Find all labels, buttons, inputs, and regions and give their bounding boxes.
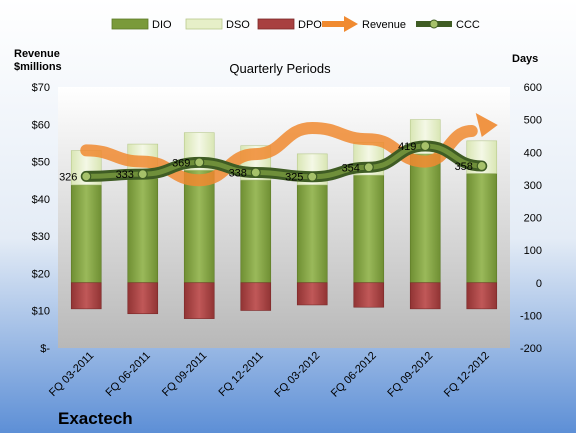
ccc-data-label: 333 xyxy=(116,169,134,181)
ccc-point xyxy=(137,169,148,180)
dpo-bar xyxy=(466,282,498,310)
dio-bar xyxy=(240,179,272,284)
left-tick-label: $20 xyxy=(32,268,50,280)
ccc-data-label: 358 xyxy=(455,161,473,173)
revenue-layer xyxy=(80,113,498,187)
legend-swatch-revenue-head xyxy=(344,16,358,32)
dio-bar xyxy=(183,169,215,284)
ccc-data-label: 354 xyxy=(342,162,360,174)
ccc-data-label: 419 xyxy=(398,141,416,153)
ccc-data-label: 369 xyxy=(172,157,190,169)
legend-swatch-dio xyxy=(111,18,149,30)
dpo-bar xyxy=(409,282,441,310)
dpo-bar xyxy=(296,282,328,306)
right-tick-label: -200 xyxy=(520,343,542,355)
right-tick-label: 0 xyxy=(536,278,542,290)
ccc-point xyxy=(363,162,374,173)
legend-label-dpo: DPO xyxy=(298,19,322,31)
left-tick-label: $- xyxy=(40,343,50,355)
left-tick-label: $60 xyxy=(32,119,50,131)
dpo-bar xyxy=(70,282,102,310)
right-tick-label: 200 xyxy=(524,213,542,225)
left-tick-label: $40 xyxy=(32,194,50,206)
dio-bar xyxy=(466,173,498,284)
ccc-point xyxy=(250,167,261,178)
left-tick-label: $70 xyxy=(32,82,50,94)
dio-bar xyxy=(353,174,385,284)
legend-label-dio: DIO xyxy=(152,19,172,31)
right-tick-label: 300 xyxy=(524,180,542,192)
chart-title: Quarterly Periods xyxy=(229,61,331,76)
right-tick-label: 600 xyxy=(524,82,542,94)
right-tick-label: -100 xyxy=(520,310,542,322)
ccc-point xyxy=(194,157,205,168)
right-tick-label: 100 xyxy=(524,245,542,257)
company-name: Exactech xyxy=(58,409,133,428)
legend-swatch-dso xyxy=(185,18,223,30)
dpo-bar xyxy=(240,282,272,311)
right-axis: -200 -100 0 100 200 300 400 500 600 xyxy=(520,82,542,355)
legend-swatch-ccc-marker xyxy=(429,19,439,29)
dio-bar xyxy=(296,184,328,284)
legend: DIO DSO DPO Revenue CCC xyxy=(111,16,480,32)
left-axis: $- $10 $20 $30 $40 $50 $60 $70 xyxy=(32,82,51,355)
left-tick-label: $30 xyxy=(32,231,50,243)
revenue-arrowhead xyxy=(475,113,498,138)
right-tick-label: 500 xyxy=(524,115,542,127)
dio-bar xyxy=(409,153,441,284)
legend-label-ccc: CCC xyxy=(456,19,480,31)
ccc-layer: 326 333 369 338 325 354 419 358 xyxy=(59,140,488,184)
dpo-bar xyxy=(183,282,215,319)
right-axis-title: Days xyxy=(512,53,538,65)
ccc-point xyxy=(420,140,431,152)
plot-area xyxy=(58,87,510,348)
legend-label-revenue: Revenue xyxy=(362,19,406,31)
ccc-data-label: 338 xyxy=(229,167,247,179)
dio-bar xyxy=(70,184,102,284)
ccc-data-label: 326 xyxy=(59,171,77,183)
left-axis-title-line1: Revenue xyxy=(14,48,60,60)
ccc-point xyxy=(307,171,318,182)
left-tick-label: $10 xyxy=(32,306,50,318)
ccc-point xyxy=(81,171,92,182)
right-tick-label: 400 xyxy=(524,147,542,159)
left-axis-title-line2: $millions xyxy=(14,61,62,73)
legend-swatch-dpo xyxy=(257,18,295,30)
ccc-point xyxy=(476,160,487,172)
dpo-bar xyxy=(127,282,159,315)
revenue-line xyxy=(80,122,478,187)
dpo-bar xyxy=(353,282,385,308)
ccc-data-label: 325 xyxy=(285,172,303,184)
legend-label-dso: DSO xyxy=(226,19,250,31)
left-tick-label: $50 xyxy=(32,157,50,169)
dio-bar xyxy=(127,178,159,284)
